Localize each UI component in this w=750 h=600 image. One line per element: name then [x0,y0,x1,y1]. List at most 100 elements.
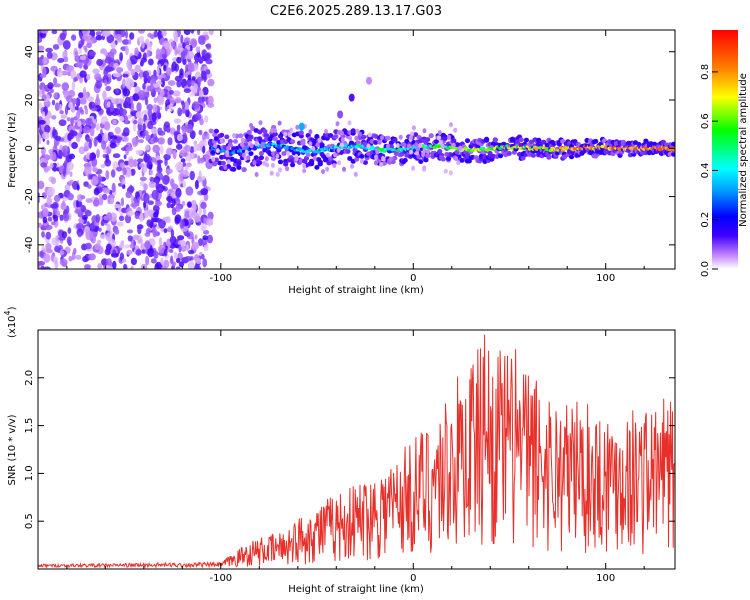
spectrogram-noise-cell [82,35,88,40]
spectrogram-faint-cell [381,156,386,161]
spectrogram-noise-cell [51,99,56,106]
spectrogram-noise-cell [179,219,185,229]
spectrogram-noise-cell [82,126,91,134]
spectrogram-noise-cell [99,234,107,239]
spectrogram-signal-halo [518,137,524,143]
colorbar-tick-label: 0.8 [700,64,711,80]
spectrogram-signal-halo [361,134,367,140]
spectrogram-faint-cell [275,153,280,159]
spectrogram-noise-cell [177,235,185,241]
spectrogram-signal-halo [213,128,219,134]
spectrogram-noise-cell [168,103,174,112]
spectrogram-ytick-label: 20 [24,94,35,107]
spectrogram-noise-cell [202,86,209,96]
spectrogram-faint-cell [386,143,390,149]
spectrogram-noise-cell [188,208,197,218]
spectrogram-noise-cell [146,104,154,111]
spectrogram-noise-cell [180,245,187,252]
spectrogram-signal-halo [425,153,431,159]
spectrogram-noise-cell [189,170,195,181]
spectrogram-noise-cell [124,114,129,124]
spectrogram-noise-cell [58,119,67,127]
spectrogram-signal-halo [210,150,216,155]
spectrogram-signal-halo [208,128,214,134]
spectrogram-noise-cell [188,218,194,224]
spectrogram-noise-cell [43,166,49,173]
spectrogram-noise-cell [185,108,190,118]
spectrogram-noise-cell [62,168,66,177]
spectrogram-noise-cell [84,210,92,217]
spectrogram-noise-cell [61,145,69,153]
spectrogram-noise-cell [206,133,210,140]
spectrogram-noise-cell [142,83,146,90]
spectrogram-faint-cell [411,125,416,131]
spectrogram-signal-core [271,142,276,146]
spectrogram-noise-cell [47,186,55,197]
spectrogram-noise-cell [75,62,83,68]
spectrogram-noise-cell [59,32,67,41]
spectrogram-faint-cell [422,148,427,154]
spectrogram-noise-cell [152,227,158,238]
spectrogram-noise-cell [185,41,190,46]
spectrogram-noise-cell [178,244,182,253]
spectrogram-noise-cell [54,259,59,269]
spectrogram-noise-cell [73,247,77,255]
spectrogram-noise-cell [74,106,79,111]
spectrogram-noise-cell [89,152,95,161]
spectrogram-noise-cell [57,68,63,78]
spectrogram-noise-cell [103,51,108,56]
spectrogram-noise-cell [145,228,151,234]
spectrogram-noise-cell [145,255,150,266]
spectrogram-noise-cell [182,180,187,188]
spectrogram-faint-cell [289,127,294,133]
spectrogram-faint-cell [302,163,307,169]
spectrogram-signal-halo [423,157,429,163]
spectrogram-signal-halo [506,151,512,157]
spectrogram-faint-cell [312,155,317,161]
spectrogram-faint-cell [335,121,340,127]
spectrogram-noise-cell [44,124,51,134]
spectrogram-noise-cell [95,34,103,41]
spectrogram-noise-cell [87,184,92,189]
spectrogram-noise-cell [155,181,160,191]
spectrogram-signal-halo [246,129,252,135]
snr-series-line [38,334,675,569]
spectrogram-faint-cell [348,135,353,141]
spectrogram-noise-cell [40,265,45,269]
spectrogram-noise-cell [205,58,213,65]
spectrogram-noise-cell [182,162,187,167]
spectrogram-signal-halo [464,138,471,144]
spectrogram-faint-cell [240,137,245,143]
spectrogram-noise-cell [59,110,64,115]
spectrogram-noise-cell [110,169,116,178]
spectrogram-noise-cell [194,241,199,248]
snr-ytick-label: 1.0 [24,465,35,481]
spectrogram-noise-cell [132,93,140,102]
spectrogram-noise-cell [143,183,148,191]
spectrogram-signal-halo [224,134,230,140]
spectrogram-noise-cell [103,132,109,142]
spectrogram-signal-halo [258,155,264,161]
spectrogram-noise-cell [74,209,82,214]
spectrogram-signal-halo [660,139,666,145]
spectrogram-noise-cell [204,53,211,60]
spectrogram-noise-cell [137,225,142,235]
spectrogram-signal-halo [281,151,287,156]
spectrogram-noise-cell [47,216,53,222]
snr-xtick-label: 100 [596,573,615,584]
spectrogram-noise-cell [44,224,53,231]
spectrogram-noise-cell [177,133,183,142]
spectrogram-noise-cell [170,41,176,48]
spectrogram-noise-cell [200,201,207,210]
spectrogram-signal-halo [530,153,537,158]
spectrogram-noise-cell [156,166,163,174]
spectrogram-faint-cell [311,146,316,152]
spectrogram-noise-cell [125,77,132,86]
spectrogram-noise-cell [155,53,164,60]
spectrogram-noise-cell [112,249,117,255]
spectrogram-noise-cell [51,221,56,226]
spectrogram-feature [337,110,344,119]
spectrogram-noise-cell [163,228,168,234]
spectrogram-noise-cell [122,73,129,78]
spectrogram-noise-cell [187,201,192,208]
